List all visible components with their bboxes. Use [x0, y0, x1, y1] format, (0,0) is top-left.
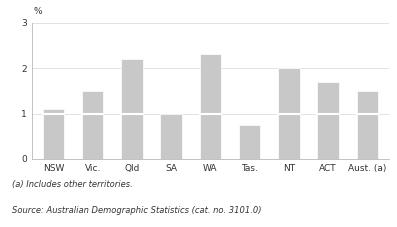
- Bar: [121, 114, 143, 159]
- Bar: [82, 91, 103, 114]
- Bar: [200, 114, 221, 159]
- Bar: [278, 114, 300, 159]
- Bar: [82, 114, 103, 159]
- Bar: [160, 114, 182, 159]
- Bar: [200, 54, 221, 114]
- Bar: [318, 114, 339, 159]
- Text: (a) Includes other territories.: (a) Includes other territories.: [12, 180, 133, 189]
- Bar: [318, 82, 339, 114]
- Bar: [42, 114, 64, 159]
- Text: %: %: [34, 7, 42, 16]
- Bar: [42, 109, 64, 114]
- Bar: [121, 59, 143, 114]
- Bar: [239, 125, 260, 159]
- Bar: [278, 68, 300, 114]
- Bar: [357, 91, 378, 114]
- Bar: [357, 114, 378, 159]
- Text: Source: Australian Demographic Statistics (cat. no. 3101.0): Source: Australian Demographic Statistic…: [12, 206, 261, 215]
